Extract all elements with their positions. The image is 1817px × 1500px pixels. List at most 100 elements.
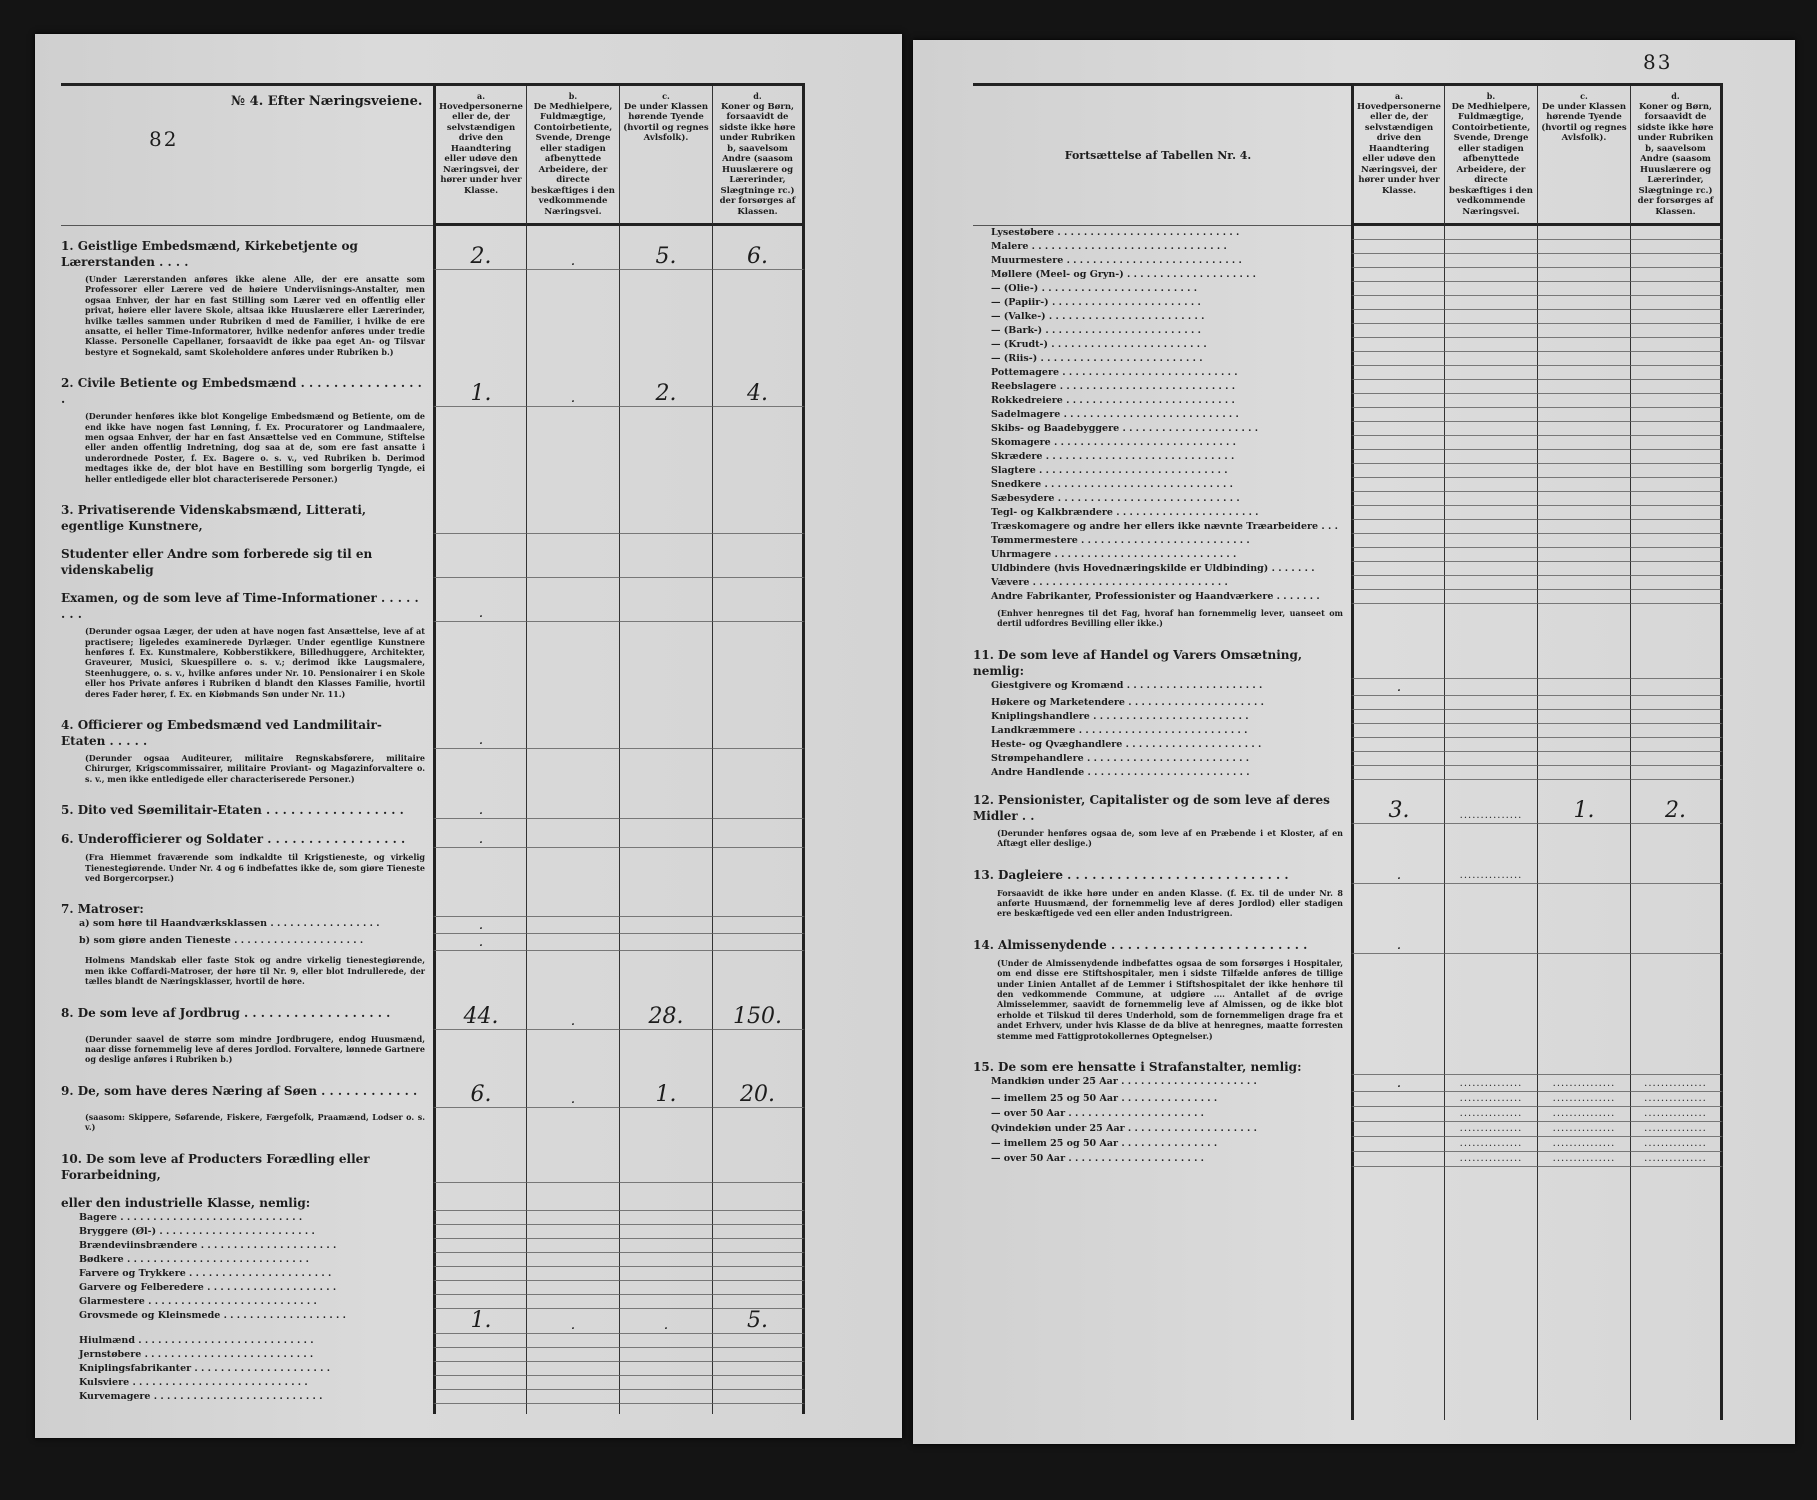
column-letter: c. [1580,91,1588,101]
cell-c [619,1375,712,1390]
table-row: Bryggere (Øl-) . . . . . . . . . . . . .… [61,1224,805,1239]
cell-value-d[interactable]: ............... [1644,1093,1707,1105]
cell-a [1351,492,1444,506]
cell-value-c[interactable]: ............... [1552,1153,1616,1165]
class-heading: 7. Matroser: [61,902,144,917]
cell-b [1444,254,1537,268]
cell-d [712,1280,805,1295]
table-row: Kurvemagere . . . . . . . . . . . . . . … [61,1389,805,1404]
cell-value-b[interactable]: . [570,253,576,269]
cell-value-d[interactable]: ............... [1644,1078,1707,1090]
cell-b [526,704,619,749]
cell-value-c[interactable]: . [663,1316,669,1333]
cell-value-b[interactable]: ............... [1459,869,1523,881]
cell-value-c[interactable]: 5. [655,244,677,269]
cell-b [1444,548,1537,562]
cell-d [1630,310,1723,324]
cell-value-a[interactable]: 2. [470,244,492,269]
cell-b [526,848,619,890]
cell-value-d[interactable]: ............... [1644,1108,1707,1120]
cell-value-d[interactable]: 6. [747,244,768,269]
cell-value-c[interactable]: 1. [1573,797,1595,823]
column-text: Koner og Børn, forsaavidt de sidste ikke… [719,101,796,217]
cell-c [619,704,712,749]
cell-b [1444,534,1537,548]
cell-a: 1. [433,1307,526,1334]
cell-value-c[interactable]: 28. [648,1003,684,1029]
cell-value-a[interactable]: . [478,605,484,622]
table-row: 4. Officierer og Embedsmænd ved Landmili… [61,704,805,749]
cell-value-d[interactable]: ............... [1644,1153,1707,1165]
cell-value-c[interactable]: 1. [655,1081,677,1107]
cell-value-a[interactable]: . [478,802,484,819]
cell-a [1351,590,1444,604]
cell-value-d[interactable]: 150. [733,1003,782,1029]
cell-a: . [1351,678,1444,696]
occupation-row-label: Giestgivere og Kromænd . . . . . . . . .… [991,679,1263,691]
cell-a [433,1210,526,1225]
cell-value-c[interactable]: ............... [1552,1138,1616,1150]
cell-value-a[interactable]: . [478,831,484,848]
occupation-row-label: Kniplingsfabrikanter . . . . . . . . . .… [79,1362,331,1374]
cell-value-a[interactable]: 3. [1388,797,1410,823]
cell-value-b[interactable]: ............... [1459,1108,1523,1120]
occupation-row-label: Andre Handlende . . . . . . . . . . . . … [991,766,1250,778]
cell-value-d[interactable]: 5. [747,1307,768,1333]
row-label-cell: 3. Privatiserende Videnskabsmænd, Litter… [61,490,433,534]
cell-value-a[interactable]: 1. [470,381,492,407]
occupation-row-label: — (Papiir-) . . . . . . . . . . . . . . … [991,297,1201,308]
cell-value-b[interactable]: . [570,1316,576,1333]
cell-a [1351,380,1444,394]
cell-value-b[interactable]: ............... [1459,1078,1523,1090]
column-header-d: d. Koner og Børn, forsaavidt de sidste ik… [713,86,802,223]
cell-value-b[interactable]: ............... [1459,809,1523,821]
cell-a: a. Hovedpersonerne eller de, der selvstæn… [433,86,526,226]
cell-value-c[interactable]: ............... [1552,1123,1616,1135]
cell-value-a[interactable]: 44. [463,1003,499,1029]
cell-value-a[interactable]: . [1396,1075,1402,1092]
cell-value-c[interactable]: 2. [655,381,677,407]
cell-value-b[interactable]: . [570,390,576,407]
cell-b [1444,751,1537,766]
cell-value-c[interactable]: ............... [1552,1093,1616,1105]
row-label-cell: — imellem 25 og 50 Aar . . . . . . . . .… [973,1092,1351,1107]
cell-value-c[interactable]: ............... [1552,1108,1616,1120]
cell-value-a[interactable]: . [478,934,484,951]
table-row: (Derunder henføres ogsaa de, som leve af… [973,823,1723,855]
cell-value-a[interactable]: 6. [470,1081,492,1107]
cell-value-b[interactable]: . [570,1090,576,1107]
cell-value-a[interactable]: . [1396,678,1402,695]
cell-value-b[interactable]: ............... [1459,1138,1523,1150]
cell-value-b[interactable]: . [570,1012,576,1029]
cell-value-d[interactable]: 4. [747,381,768,407]
cell-value-d[interactable]: 20. [740,1081,775,1107]
cell-value-a[interactable]: . [1396,866,1402,883]
cell-value-d[interactable]: ............... [1644,1138,1707,1150]
cell-a [1351,282,1444,296]
occupation-row-label: — (Valke-) . . . . . . . . . . . . . . .… [991,311,1205,322]
column-text: Koner og Børn, forsaavidt de sidste ikke… [1637,101,1714,217]
occupation-row-label: — (Bark-) . . . . . . . . . . . . . . . … [991,325,1201,336]
table-row: Kniplingsfabrikanter . . . . . . . . . .… [61,1361,805,1376]
cell-value-b[interactable]: ............... [1459,1123,1523,1135]
cell-value-c[interactable]: ............... [1552,1078,1616,1090]
row-label-cell: Strømpehandlere . . . . . . . . . . . . … [973,752,1351,766]
row-label-cell: Examen, og de som leve af Time-Informati… [61,578,433,622]
cell-value-d[interactable]: ............... [1644,1123,1707,1135]
row-label-cell: (Derunder ogsaa Auditeurer, militaire Re… [61,749,433,790]
cell-value-d[interactable]: 2. [1665,797,1686,823]
cell-d [1630,478,1723,492]
cell-b [1444,492,1537,506]
cell-value-a[interactable]: 1. [470,1307,492,1333]
cell-a [1351,394,1444,408]
cell-value-b[interactable]: ............... [1459,1093,1523,1105]
cell-value-a[interactable]: . [478,917,484,934]
cell-value-a[interactable]: . [478,731,484,748]
cell-a: 1. [433,363,526,408]
cell-value-b[interactable]: ............... [1459,1153,1523,1165]
occupation-row-label: Skrædere . . . . . . . . . . . . . . . .… [991,451,1235,462]
table-row: — over 50 Aar . . . . . . . . . . . . . … [973,1152,1723,1168]
cell-value-a[interactable]: . [1396,936,1402,953]
cell-b [526,790,619,820]
cell-a: 3. [1351,779,1444,824]
